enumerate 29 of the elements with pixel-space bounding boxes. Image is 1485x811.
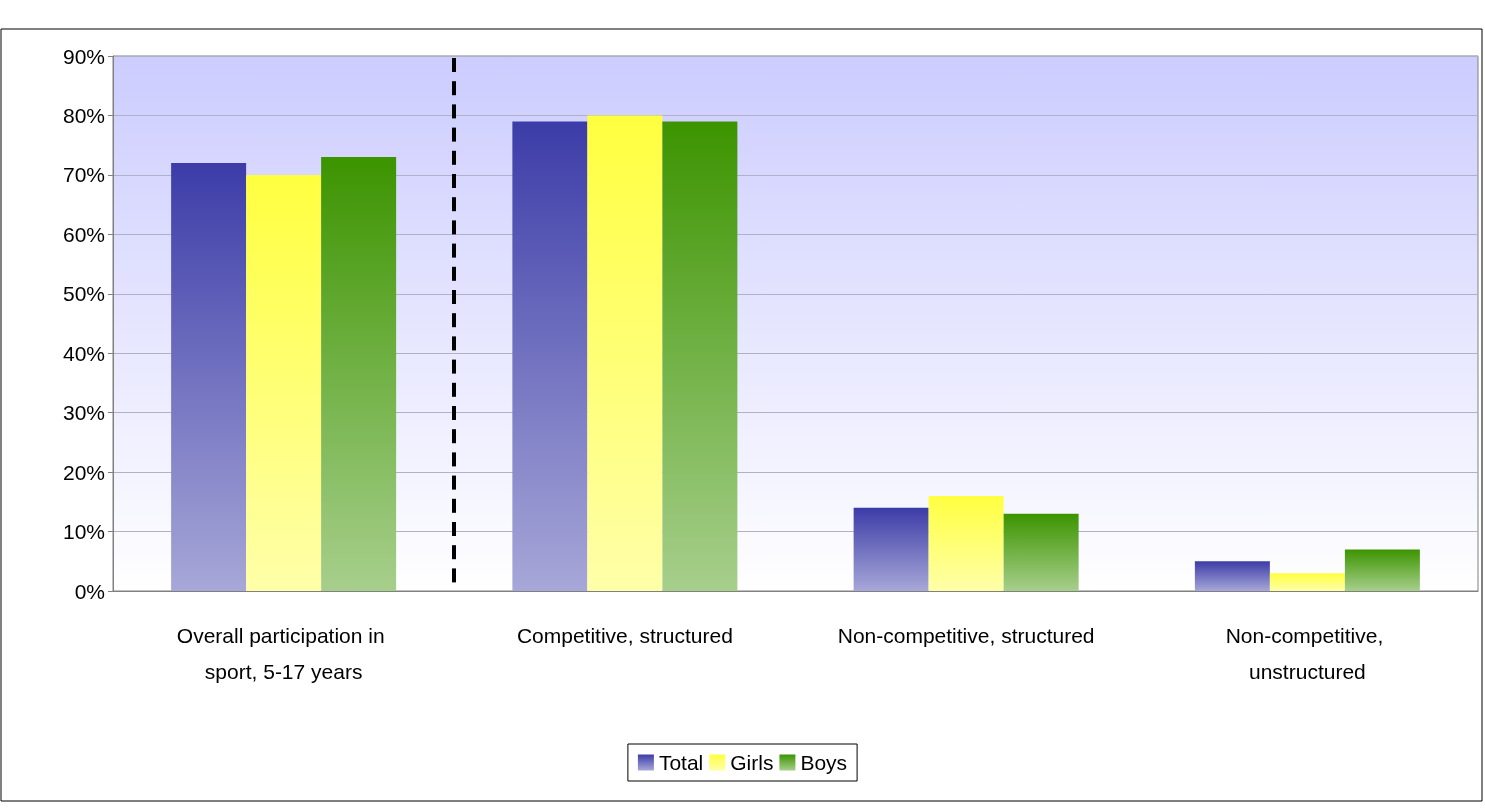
bar — [587, 115, 663, 591]
bar — [928, 495, 1004, 591]
y-tick-label: 0% — [74, 579, 105, 603]
bar — [246, 174, 322, 591]
x-tick-label: Non-competitive, unstructured — [1225, 623, 1390, 683]
bar — [171, 163, 247, 591]
bar — [662, 121, 738, 591]
y-tick-label: 40% — [62, 341, 105, 365]
bar — [853, 507, 929, 591]
bar — [1344, 549, 1420, 591]
y-tick-label: 60% — [62, 222, 105, 246]
legend-label: Total — [658, 751, 704, 774]
y-tick-label: 50% — [62, 282, 105, 306]
bar — [1269, 573, 1345, 591]
x-tick-label: Non-competitive, structured — [837, 623, 1095, 647]
legend-label: Boys — [800, 751, 848, 774]
y-tick-label: 30% — [62, 401, 105, 425]
x-tick-label: Competitive, structured — [516, 623, 733, 647]
bar — [321, 157, 397, 591]
y-tick-label: 10% — [62, 520, 105, 544]
legend-label: Girls — [730, 751, 774, 774]
y-tick-label: 90% — [62, 44, 105, 68]
bar — [1194, 561, 1270, 591]
y-tick-label: 70% — [62, 163, 105, 187]
bar — [1003, 513, 1079, 591]
x-tick-label: Overall participation in sport, 5-17 years — [176, 623, 391, 683]
bar — [512, 121, 588, 591]
y-tick-label: 80% — [62, 103, 105, 127]
y-tick-label: 20% — [62, 460, 105, 484]
